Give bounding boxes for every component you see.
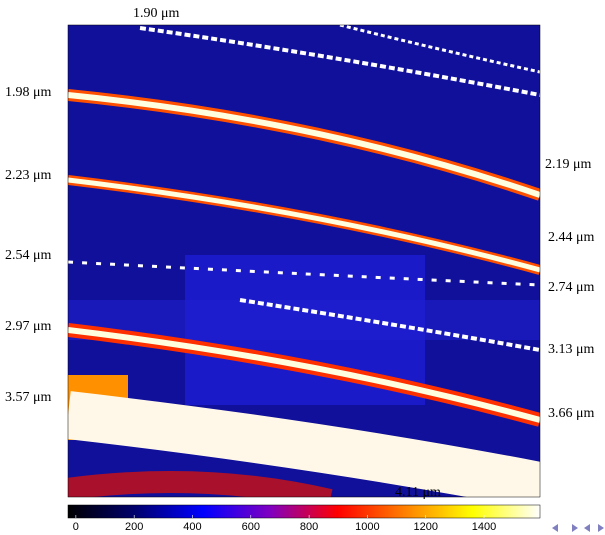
- nav-prev[interactable]: [552, 524, 558, 532]
- colorbar-tick-label: 800: [300, 521, 318, 533]
- image-frame: [67, 24, 541, 498]
- wavelength-label: 2.23 μm: [5, 168, 52, 183]
- colorbar-tick-label: 1000: [355, 521, 379, 533]
- slide-navigation[interactable]: [552, 524, 604, 532]
- colorbar-tick-label: 1400: [472, 521, 496, 533]
- wavelength-label: 3.66 μm: [548, 406, 595, 421]
- spectral-order: [68, 92, 540, 198]
- spectral-band: [68, 391, 540, 497]
- colorbar-tick-label: 0: [73, 521, 79, 533]
- spectral-order: [68, 327, 540, 423]
- colorbar-tick-label: 200: [125, 521, 143, 533]
- spectral-order: [68, 177, 540, 273]
- nav-prev[interactable]: [584, 524, 590, 532]
- spectral-band: [68, 471, 333, 497]
- wavelength-label: 1.90 μm: [133, 6, 180, 21]
- wavelength-label: 3.13 μm: [548, 342, 595, 357]
- wavelength-label: 3.57 μm: [5, 390, 52, 405]
- colorbar-tick-label: 600: [242, 521, 260, 533]
- colorbar: [67, 504, 541, 519]
- detector-image: [68, 25, 540, 497]
- wavelength-label: 4.11 μm: [395, 485, 441, 500]
- wavelength-label: 2.54 μm: [5, 248, 52, 263]
- spectral-order: [239, 298, 540, 352]
- wavelength-label: 2.19 μm: [545, 157, 592, 172]
- wavelength-label: 2.97 μm: [5, 319, 52, 334]
- colorbar-tick-label: 400: [183, 521, 201, 533]
- nav-next[interactable]: [572, 524, 578, 532]
- wavelength-label: 2.44 μm: [548, 230, 595, 245]
- nav-next[interactable]: [598, 524, 604, 532]
- colorbar-tick-label: 1200: [413, 521, 437, 533]
- wavelength-label: 2.74 μm: [548, 280, 595, 295]
- wavelength-label: 1.98 μm: [5, 85, 52, 100]
